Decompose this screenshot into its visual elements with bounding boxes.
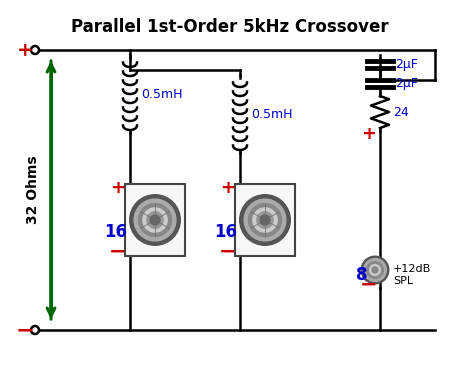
Circle shape: [364, 258, 387, 281]
Text: 0.5mH: 0.5mH: [251, 107, 292, 120]
Circle shape: [253, 208, 277, 232]
Circle shape: [130, 195, 180, 245]
Text: +12dB
SPL: +12dB SPL: [393, 264, 431, 286]
Circle shape: [244, 199, 286, 241]
FancyBboxPatch shape: [235, 184, 295, 256]
Text: +: +: [111, 179, 126, 197]
Circle shape: [31, 46, 39, 54]
Circle shape: [260, 215, 270, 225]
Text: 24: 24: [393, 106, 409, 119]
Circle shape: [372, 267, 378, 273]
Text: +: +: [17, 41, 33, 60]
Circle shape: [248, 204, 282, 236]
Circle shape: [134, 199, 176, 241]
Circle shape: [147, 212, 163, 228]
Circle shape: [257, 212, 273, 228]
Circle shape: [31, 326, 39, 334]
Text: 8: 8: [356, 266, 368, 284]
Text: −: −: [16, 320, 34, 340]
Text: 2μF: 2μF: [395, 77, 418, 90]
Text: 16: 16: [215, 223, 238, 241]
Text: +: +: [220, 179, 235, 197]
Text: +: +: [361, 125, 377, 143]
Text: Parallel 1st-Order 5kHz Crossover: Parallel 1st-Order 5kHz Crossover: [71, 18, 389, 36]
Circle shape: [367, 261, 383, 278]
Circle shape: [143, 208, 167, 232]
Circle shape: [139, 204, 171, 236]
Circle shape: [240, 195, 290, 245]
Text: −: −: [109, 242, 127, 262]
FancyBboxPatch shape: [125, 184, 185, 256]
Circle shape: [369, 264, 380, 275]
Text: 2μF: 2μF: [395, 58, 418, 71]
Text: 32 Ohms: 32 Ohms: [26, 156, 40, 224]
Text: −: −: [360, 275, 378, 295]
Text: 16: 16: [104, 223, 127, 241]
Circle shape: [361, 256, 389, 284]
Circle shape: [150, 215, 160, 225]
Text: 0.5mH: 0.5mH: [141, 88, 183, 100]
Text: −: −: [219, 242, 237, 262]
